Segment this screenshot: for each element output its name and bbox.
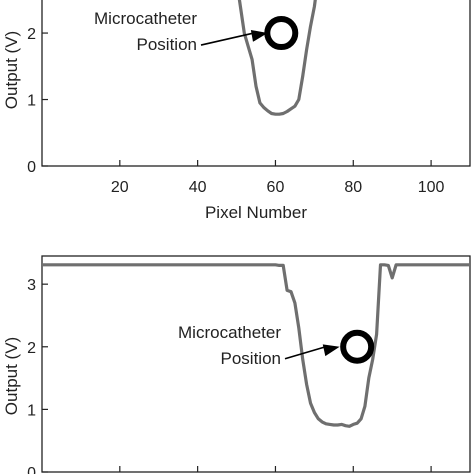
bottom-y-ticks: 0 1 2 3 [27,277,48,474]
top-x-tick-label: 80 [344,179,362,196]
bottom-y-axis-title: Output (V) [2,337,21,415]
bottom-panel: 0 1 2 3 Microcatheter Position Output (V) [2,255,471,474]
top-panel: 20 40 60 80 100 0 1 2 Microcatheter Position P… [2,0,471,222]
top-microcatheter-marker [264,16,299,51]
top-x-axis-title: Pixel Number [205,203,307,222]
top-arrow-head [250,29,268,42]
top-x-tick-label: 20 [111,179,129,196]
bot-y-tick-label: 3 [27,277,36,294]
bottom-x-ticks [119,466,432,472]
top-y-ticks: 0 1 2 [27,26,48,176]
top-x-tick-label: 40 [189,179,207,196]
bot-y-tick-label: 0 [27,465,36,474]
bottom-series-line [42,263,470,428]
top-y-tick-label: 1 [27,93,36,110]
top-plot-frame [41,0,471,167]
bot-y-tick-label: 2 [27,340,36,357]
top-y-axis-title: Output (V) [2,31,21,109]
bottom-annotation-line2: Position [221,349,281,368]
bottom-annotation-line1: Microcatheter [178,323,281,342]
top-x-tick-label: 60 [267,179,285,196]
top-annotation-line2: Position [137,35,197,54]
bottom-arrow-head [322,344,340,357]
bottom-plot-frame [41,255,471,473]
top-x-ticks: 20 40 60 80 100 [111,160,445,196]
bottom-microcatheter-marker [340,329,375,364]
top-series-line [237,0,317,116]
bot-y-tick-label: 1 [27,402,36,419]
top-annotation-line1: Microcatheter [94,9,197,28]
top-y-tick-label: 0 [27,159,36,176]
bottom-annotation-arrow [284,346,326,360]
top-annotation-arrow [200,32,254,46]
top-y-tick-label: 2 [27,26,36,43]
top-x-tick-label: 100 [418,179,445,196]
